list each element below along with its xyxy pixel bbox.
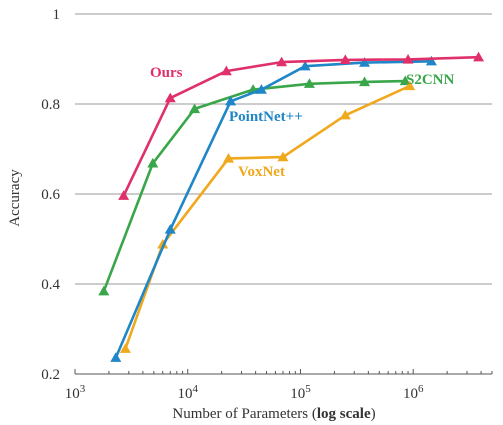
data-point-pointnet [255,84,267,94]
data-point-ours [276,56,288,67]
data-point-ours [220,65,232,76]
x-axis-title-prefix: Number of Parameters ( [172,406,317,422]
x-axis-title-bold: log scale [317,406,371,422]
series-label-voxnet: VoxNet [238,164,285,180]
x-tick-label: 104 [177,383,198,402]
data-point-s2cnn [303,78,315,88]
axes: 0.2 0.4 0.6 0.8 1 103 104 105 106 [41,7,493,402]
y-tick-label: 0.6 [41,187,60,203]
data-point-s2cnn [98,285,110,296]
series-labels: S2CNN VoxNet PointNet++ Ours [150,65,455,180]
data-point-pointnet [110,352,122,362]
series-pointnet [110,55,437,362]
series-label-pointnet: PointNet++ [229,109,303,125]
x-axis-title-suffix: ) [371,406,376,422]
data-point-voxnet [339,109,351,120]
data-point-voxnet [223,152,235,163]
data-point-pointnet [359,57,371,67]
series-layer [98,51,485,362]
data-point-ours [402,53,414,64]
y-tick-label: 0.4 [41,277,60,293]
data-point-s2cnn [359,76,371,87]
y-tick-label: 0.8 [41,97,60,113]
y-tick-label: 0.2 [41,367,60,383]
data-point-ours [164,92,176,103]
data-point-pointnet [299,60,311,71]
y-axis-title: Accuracy [7,169,23,227]
series-label-ours: Ours [150,65,183,81]
x-tick-label: 105 [290,383,311,402]
x-axis-title: Number of Parameters (log scale) [172,406,375,422]
data-point-voxnet [157,238,169,249]
data-point-ours [118,190,130,200]
data-point-pointnet [425,55,437,66]
data-point-ours [339,54,351,65]
series-s2cnn [98,75,411,296]
data-point-s2cnn [399,75,411,86]
series-line-voxnet [124,84,411,350]
series-ours [118,51,485,200]
data-point-s2cnn [189,103,201,114]
y-tick-label: 1 [53,7,61,23]
data-point-voxnet [404,80,416,91]
data-point-voxnet [277,151,289,162]
data-point-voxnet [119,343,131,353]
grid [75,13,492,375]
data-point-pointnet [225,95,237,106]
series-line-pointnet [114,60,432,359]
data-point-s2cnn [147,157,159,168]
x-tick-label: 103 [65,383,86,402]
data-point-ours [473,51,485,62]
series-label-s2cnn: S2CNN [406,72,455,88]
x-tick-label: 106 [403,383,424,402]
data-point-pointnet [164,224,176,234]
